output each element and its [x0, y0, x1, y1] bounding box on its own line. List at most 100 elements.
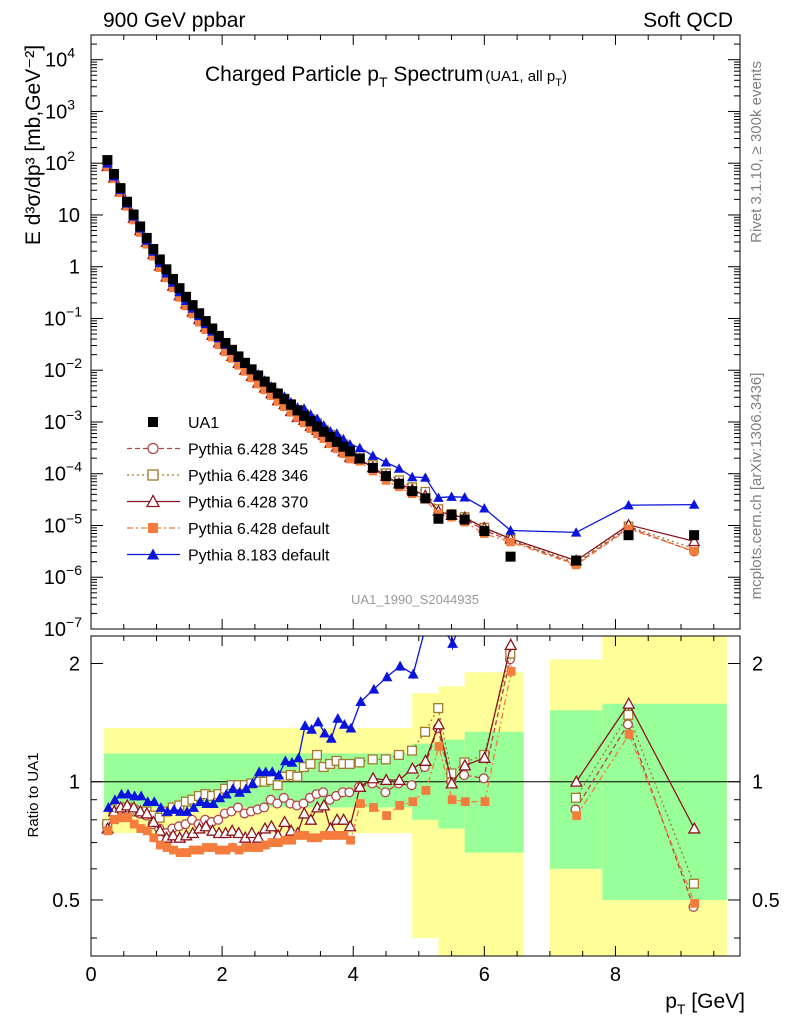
series-point-3 [253, 379, 263, 389]
series-point-4 [393, 463, 405, 473]
series-point-3 [273, 397, 283, 406]
ratio-tick-label-left: 2 [69, 654, 80, 676]
legend-label: UA1 [188, 415, 219, 432]
ratio-point-2 [343, 819, 357, 832]
series-point-2 [687, 534, 701, 547]
x-tick-label: 4 [348, 964, 359, 986]
y-tick-label-base: 10 [44, 412, 66, 434]
ratio-point-1 [688, 878, 699, 889]
ratio-point-3 [572, 811, 582, 820]
ratio-point-2 [337, 813, 351, 825]
ratio-point-4 [188, 802, 200, 812]
x-tick-label: 2 [217, 964, 228, 986]
series-point-3 [221, 347, 230, 357]
series-point-3 [286, 408, 296, 417]
ratio-point-2 [687, 821, 701, 834]
ratio-point-3 [460, 797, 470, 807]
series-point-4 [354, 442, 365, 453]
series-line-3 [106, 166, 695, 566]
ratio-point-3 [506, 666, 516, 676]
data-point [167, 273, 178, 284]
ratio-point-3 [241, 843, 251, 852]
ratio-point-0 [278, 792, 289, 803]
series-point-3 [155, 263, 165, 273]
ratio-point-3 [306, 833, 316, 843]
series-point-3 [214, 340, 224, 350]
ratio-point-4 [319, 727, 331, 738]
ratio-point-1 [292, 771, 303, 782]
ratio-point-4 [312, 716, 324, 727]
series-point-4 [433, 492, 444, 502]
ratio-point-2 [297, 806, 311, 819]
series-point-3 [168, 283, 178, 293]
series-point-3 [319, 434, 328, 444]
y-tick-label-exp: −3 [66, 407, 82, 423]
data-point [318, 426, 329, 437]
ratio-point-2 [278, 815, 292, 827]
ratio-tick-label-right: 2 [752, 654, 763, 676]
ratio-point-3 [195, 845, 205, 855]
data-point [354, 453, 365, 464]
y-tick-label: 104 [45, 45, 75, 72]
x-axis-label-p: p [665, 990, 677, 1013]
ratio-point-2 [264, 819, 278, 832]
ratio-point-4 [480, 604, 491, 614]
ratio-point-2 [419, 754, 433, 766]
series-point-3 [299, 418, 309, 428]
x-tick-label: 6 [479, 964, 490, 986]
ratio-point-3 [280, 835, 290, 845]
y-tick-label-base: 10 [44, 464, 66, 486]
data-point [187, 300, 198, 311]
data-point [331, 436, 342, 447]
ratio-point-3 [274, 838, 283, 847]
series-point-3 [194, 318, 204, 327]
ratio-point-4 [214, 792, 226, 803]
data-point [446, 509, 457, 520]
data-point [148, 243, 159, 254]
ratio-point-2 [432, 717, 446, 730]
ratio-point-3 [247, 843, 257, 852]
data-point [272, 388, 283, 399]
ratio-point-0 [380, 787, 391, 798]
series-point-3 [188, 309, 197, 319]
ratio-point-3 [293, 831, 303, 840]
y-tick-label: 102 [45, 148, 75, 175]
legend-label: Pythia 6.428 346 [188, 468, 308, 485]
ratio-point-4 [394, 660, 406, 671]
ratio-point-2 [166, 828, 180, 841]
uncertainty-band-green [602, 703, 727, 900]
legend-marker [147, 469, 159, 481]
data-point [433, 513, 444, 524]
data-point [135, 221, 146, 232]
data-point [213, 330, 224, 341]
y-tick-label-exp: 4 [67, 45, 75, 61]
ratio-point-1 [570, 792, 581, 803]
y-tick-label: 103 [45, 96, 75, 123]
ratio-point-3 [300, 831, 310, 840]
data-point [505, 551, 516, 562]
data-point [305, 416, 316, 427]
ratio-point-0 [406, 780, 417, 791]
ratio-point-0 [259, 802, 270, 813]
ratio-point-4 [306, 723, 318, 734]
y-tick-label: 10−7 [44, 614, 82, 641]
ratio-point-4 [624, 549, 635, 559]
legend-label: Pythia 8.183 default [188, 548, 330, 565]
legend-marker [147, 442, 159, 455]
series-point-4 [505, 525, 516, 535]
data-point [108, 168, 119, 179]
ratio-point-4 [207, 798, 219, 808]
legend-marker [148, 417, 158, 427]
data-point [394, 478, 405, 489]
ratio-point-3 [221, 845, 231, 855]
ratio-point-2 [225, 824, 239, 836]
y-tick-label: 10−1 [44, 303, 82, 330]
ratio-point-3 [201, 843, 211, 852]
ratio-point-2 [458, 758, 472, 771]
data-point [141, 232, 152, 243]
x-axis-label: pT [GeV] [665, 990, 745, 1017]
main-panel-frame [90, 34, 741, 630]
ratio-point-4 [273, 769, 285, 780]
ratio-point-3 [149, 833, 159, 843]
